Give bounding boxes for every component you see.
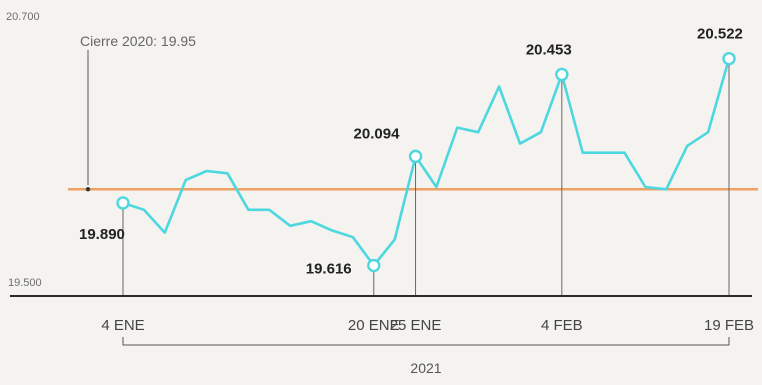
x-tick-label: 25 ENE — [390, 317, 442, 334]
y-tick-label: 20.700 — [6, 11, 40, 23]
series-line — [121, 57, 731, 267]
x-tick-label: 4 ENE — [101, 317, 144, 334]
y-tick-label: 19.500 — [8, 277, 42, 289]
highlight-marker — [116, 196, 130, 210]
data-label: 20.094 — [354, 125, 401, 142]
reference-dot — [85, 187, 91, 192]
highlight-marker — [367, 258, 381, 273]
data-label: 20.522 — [697, 26, 743, 43]
data-label: 20.453 — [526, 41, 572, 58]
x-tick-label: 19 FEB — [704, 317, 754, 334]
x-tick-label: 4 FEB — [541, 317, 583, 334]
reference-label: Cierre 2020: 19.95 — [80, 33, 196, 49]
x-axis-label: 2021 — [410, 360, 441, 376]
highlight-marker — [555, 67, 569, 82]
highlight-marker — [408, 149, 423, 164]
data-label: 19.890 — [79, 226, 125, 243]
highlight-marker — [722, 51, 736, 66]
data-label: 19.616 — [306, 261, 352, 278]
x-tick-label: 20 ENE — [348, 317, 400, 334]
year-bracket — [122, 337, 730, 346]
